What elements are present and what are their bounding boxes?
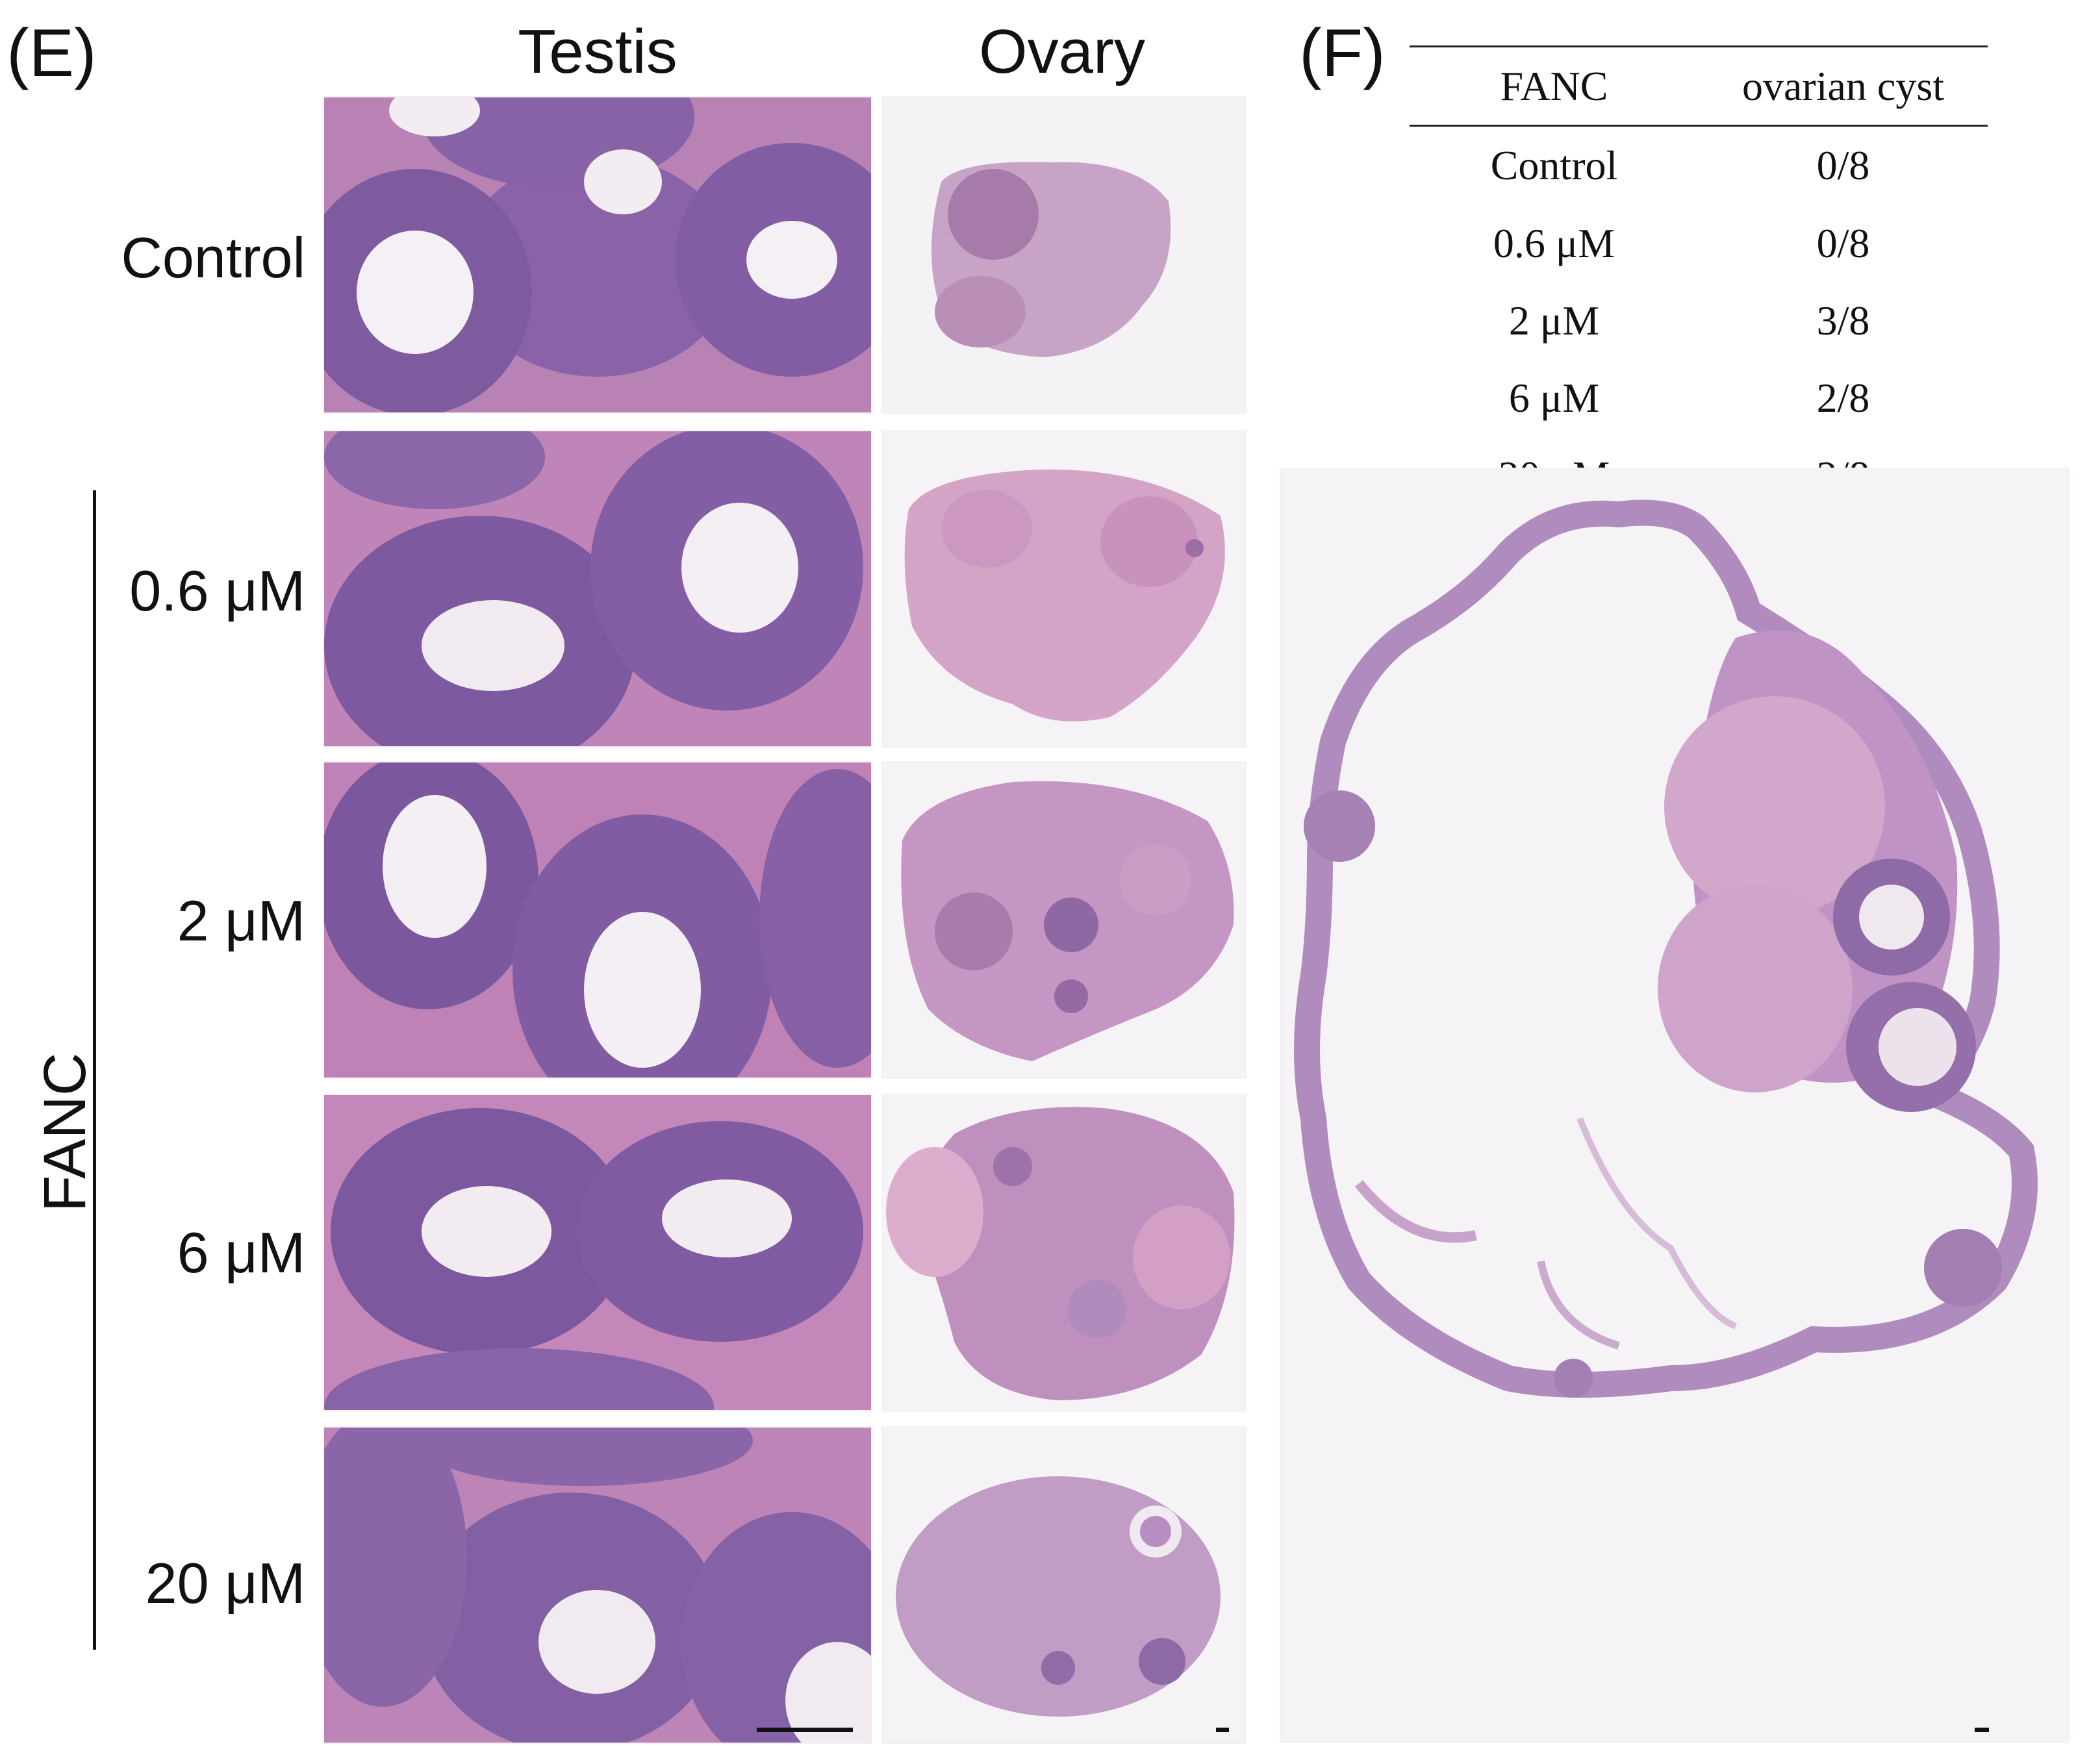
panel-f-label: (F) [1299,16,1386,91]
ovary-micrograph-0-6uM [881,430,1247,748]
table-header-ovarian-cyst: ovarian cyst [1742,63,1944,109]
table-row: 2 μM 3/8 [1410,282,1988,359]
table-cell-cyst-count: 2/8 [1816,375,1870,422]
row-label-control: Control [121,225,305,290]
row-label-6uM: 6 μM [177,1220,305,1285]
table-row: 0.6 μM 0/8 [1410,205,1988,282]
table-cell-dose: Control [1490,142,1618,189]
row-label-0-6uM: 0.6 μM [129,559,305,623]
ovary-micrograph-2uM [881,761,1247,1079]
table-cell-dose: 0.6 μM [1493,220,1615,266]
testis-micrograph-2uM [323,761,872,1079]
table-cell-cyst-count: 3/8 [1816,297,1870,344]
table-cell-cyst-count: 0/8 [1816,220,1870,266]
table-header-fanc: FANC [1500,63,1608,109]
ovary-micrograph-6uM [881,1094,1247,1411]
ovary-scale-bar [1216,1728,1229,1732]
ovary-micrograph-control [881,96,1247,414]
fanc-group-label: FANC [32,1052,98,1212]
testis-micrograph-0-6uM [323,430,872,748]
column-header-ovary: Ovary [978,17,1146,86]
testis-micrograph-20uM [323,1426,872,1744]
testis-micrograph-6uM [323,1094,872,1411]
ovarian-cyst-table: FANC ovarian cyst Control 0/8 0.6 μM 0/8… [1410,45,1988,516]
table-header-row: FANC ovarian cyst [1410,46,1988,126]
table-cell-dose: 6 μM [1508,375,1600,422]
ovary-micrograph-20uM [881,1426,1247,1744]
table-row: 6 μM 2/8 [1410,359,1988,436]
row-label-2uM: 2 μM [177,888,305,953]
cyst-scale-bar [1975,1728,1989,1732]
column-header-testis: Testis [518,17,677,86]
fanc-group-bracket [93,490,96,1650]
testis-scale-bar [757,1728,853,1732]
panel-e-label: (E) [6,16,97,91]
table-row: Control 0/8 [1410,126,1988,205]
row-label-20uM: 20 μM [145,1551,305,1615]
table-cell-cyst-count: 0/8 [1816,142,1870,189]
ovarian-cyst-micrograph [1280,468,2070,1743]
testis-micrograph-control [323,96,872,414]
table-cell-dose: 2 μM [1508,297,1600,344]
